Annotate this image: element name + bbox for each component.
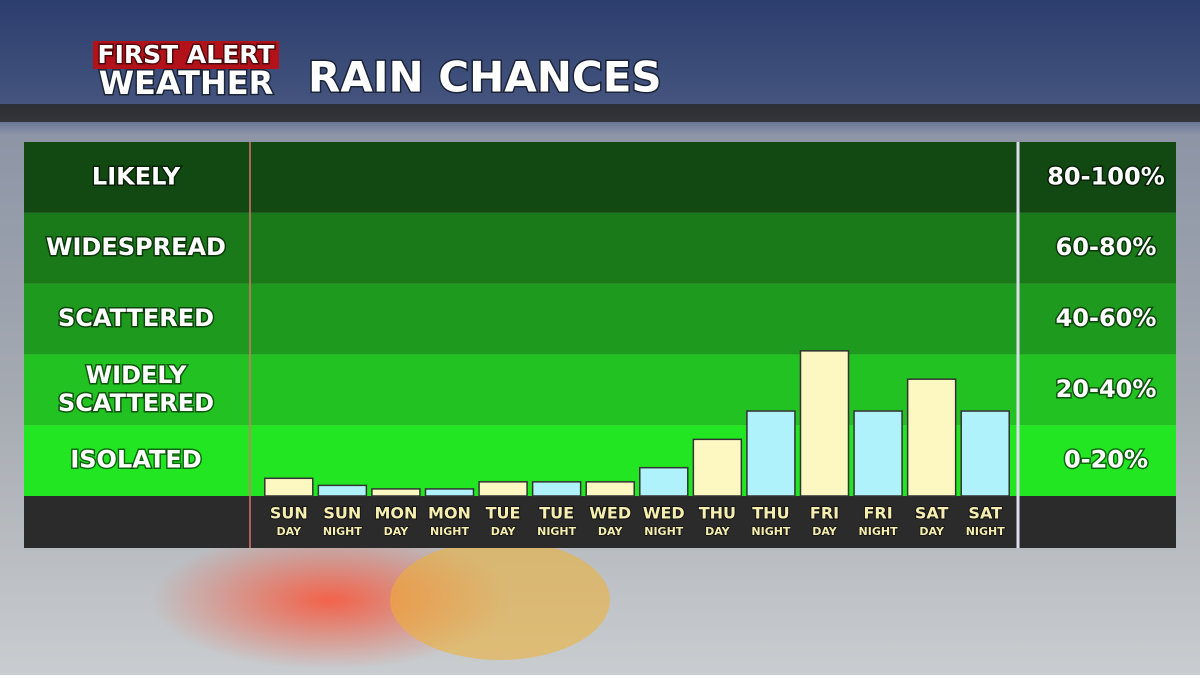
category-day: SAT — [968, 504, 1002, 523]
band — [24, 212, 1176, 284]
bar — [264, 477, 314, 497]
bar — [853, 410, 903, 497]
band-range: 0-20% — [1064, 446, 1148, 474]
band-range: 60-80% — [1056, 233, 1157, 261]
brand-top: FIRST ALERT — [98, 40, 275, 69]
category-period: DAY — [812, 525, 838, 538]
category-period: NIGHT — [859, 525, 899, 538]
header-bar — [0, 104, 1200, 122]
category-day: SAT — [915, 504, 949, 523]
category-day: SUN — [323, 504, 361, 523]
chart-title: RAIN CHANCES — [308, 53, 662, 102]
band-range: 20-40% — [1056, 375, 1157, 403]
band-label: WIDESPREAD — [46, 233, 226, 261]
category-day: MON — [374, 504, 417, 523]
band-range: 40-60% — [1056, 304, 1157, 332]
brand-box — [93, 41, 279, 69]
bar — [317, 484, 368, 497]
category-period: DAY — [705, 525, 731, 538]
category-period: DAY — [277, 525, 303, 538]
band-label: SCATTERED — [58, 304, 214, 332]
bar — [960, 410, 1010, 497]
category-day: FRI — [863, 504, 892, 523]
category-day: THU — [752, 504, 789, 523]
category-day: FRI — [810, 504, 839, 523]
category-period: DAY — [491, 525, 517, 538]
category-period: NIGHT — [644, 525, 684, 538]
category-period: DAY — [598, 525, 624, 538]
category-period: NIGHT — [537, 525, 577, 538]
chart: LIKELY 80-100% WIDESPREAD 60-80% SCATTERED 40… — [24, 142, 1176, 548]
category-period: DAY — [384, 525, 410, 538]
band-label: ISOLATED — [70, 446, 201, 474]
band-label: LIKELY — [92, 162, 181, 190]
band — [24, 283, 1176, 355]
category-day: MON — [428, 504, 471, 523]
bar — [692, 438, 743, 497]
category-row — [24, 496, 1176, 548]
category-day: TUE — [539, 504, 574, 523]
bar — [531, 481, 582, 497]
bar — [585, 481, 635, 497]
bar — [639, 466, 689, 497]
category-period: DAY — [919, 525, 945, 538]
background-blur — [390, 540, 610, 660]
band-label: WIDELY SCATTERED — [58, 361, 214, 417]
bar — [746, 410, 796, 497]
band-range: 80-100% — [1047, 162, 1165, 190]
band — [24, 142, 1176, 213]
category-period: NIGHT — [966, 525, 1006, 538]
category-day: SUN — [270, 504, 308, 523]
bar — [799, 350, 850, 497]
category-day: THU — [699, 504, 736, 523]
bar — [906, 378, 957, 497]
bar — [478, 481, 528, 497]
brand-bottom: WEATHER — [99, 64, 274, 102]
bar — [424, 488, 475, 497]
category-period: NIGHT — [430, 525, 470, 538]
bar — [371, 488, 421, 497]
category-day: WED — [643, 504, 685, 523]
category-day: TUE — [486, 504, 521, 523]
category-period: NIGHT — [751, 525, 791, 538]
category-period: NIGHT — [323, 525, 363, 538]
category-day: WED — [589, 504, 631, 523]
